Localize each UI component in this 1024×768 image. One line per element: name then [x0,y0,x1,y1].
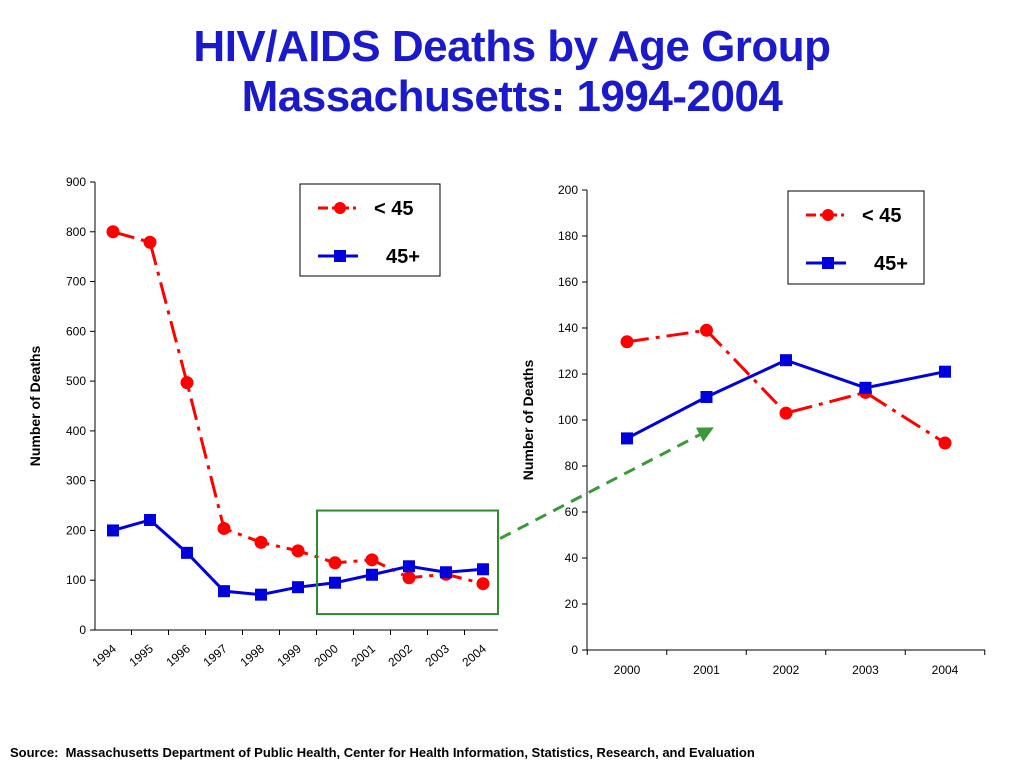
point-45-plus [107,524,119,537]
point-under-45 [291,544,305,558]
point-under-45 [328,556,342,570]
y-axis-label: Number of Deaths [520,360,536,481]
x-tick-label: 1994 [89,641,119,669]
y-tick-label: 900 [66,175,86,189]
point-45-plus [218,585,230,598]
y-tick-label: 0 [571,643,578,657]
x-tick-label: 1996 [163,641,193,669]
y-tick-label: 100 [558,413,578,427]
y-tick-label: 600 [66,324,86,338]
zoom-arrow-head [695,427,714,442]
y-tick-label: 100 [66,573,86,587]
y-tick-label: 500 [66,374,86,388]
source-note: Source: Massachusetts Department of Publ… [10,745,755,760]
y-tick-label: 140 [558,321,578,335]
y-tick-label: 400 [66,424,86,438]
point-45-plus [329,576,341,589]
y-tick-label: 0 [79,623,86,637]
point-45-plus [292,581,304,594]
x-tick-label: 1997 [200,641,230,669]
highlight-box [316,509,499,616]
x-tick-label: 2002 [773,663,800,677]
y-tick-label: 300 [66,474,86,488]
point-under-45 [620,335,634,349]
y-tick-label: 160 [558,275,578,289]
point-45-plus [939,365,951,378]
point-45-plus [859,381,872,394]
y-tick-label: 80 [565,459,579,473]
legend-label: 45+ [386,246,420,268]
point-under-45 [143,235,157,249]
point-under-45 [365,553,379,567]
point-45-plus [366,568,378,581]
series-line-45-plus [626,358,946,440]
legend-label: < 45 [862,205,901,227]
y-tick-label: 700 [66,275,86,289]
legend-label: 45+ [874,253,908,275]
series-line-under-45 [112,230,484,586]
y-axis-label: Number of Deaths [27,346,43,467]
x-tick-label: 2003 [422,641,452,669]
point-45-plus [403,560,415,573]
x-tick-label: 1998 [237,641,267,669]
point-under-45 [476,577,490,591]
slide-title: HIV/AIDS Deaths by Age Group Massachuset… [0,22,1024,122]
y-tick-label: 20 [565,597,579,611]
x-tick-label: 2003 [852,663,879,677]
y-tick-label: 40 [565,551,579,565]
legend-marker-square [822,257,834,269]
point-45-plus [700,391,713,403]
x-tick-label: 2004 [932,663,959,677]
y-tick-label: 60 [565,505,579,519]
point-45-plus [621,432,633,445]
point-45-plus [181,546,193,559]
point-under-45 [402,571,416,585]
point-45-plus [440,566,452,579]
x-tick-label: 2001 [693,663,720,677]
legend-marker-circle [334,202,346,214]
y-tick-label: 120 [558,367,578,381]
point-45-plus [144,513,156,526]
point-under-45 [779,406,793,420]
point-under-45 [180,376,194,390]
x-tick-label: 1995 [126,641,156,669]
legend-box [299,183,441,277]
y-tick-label: 180 [558,229,578,243]
x-tick-label: 2001 [348,641,378,669]
legend-box [787,190,925,285]
legend-marker-circle [822,209,834,221]
point-45-plus [255,588,267,601]
title-line-2: Massachusetts: 1994-2004 [241,72,783,121]
series-line-under-45 [626,328,946,445]
legend-label: < 45 [374,198,413,220]
y-tick-label: 200 [66,523,86,537]
title-line-1: HIV/AIDS Deaths by Age Group [193,22,831,71]
x-tick-label: 2000 [614,663,641,677]
point-45-plus [477,563,489,576]
point-under-45 [700,323,713,337]
x-tick-label: 2000 [311,641,341,669]
x-tick-label: 1999 [274,641,304,669]
point-under-45 [106,225,120,239]
x-tick-label: 2002 [385,641,415,669]
point-under-45 [938,436,952,450]
y-tick-label: 800 [66,225,86,239]
x-tick-label: 2004 [459,641,489,669]
point-under-45 [217,521,231,535]
point-under-45 [254,535,268,549]
point-45-plus [780,354,792,367]
legend-marker-square [334,250,346,262]
y-tick-label: 200 [558,183,578,197]
